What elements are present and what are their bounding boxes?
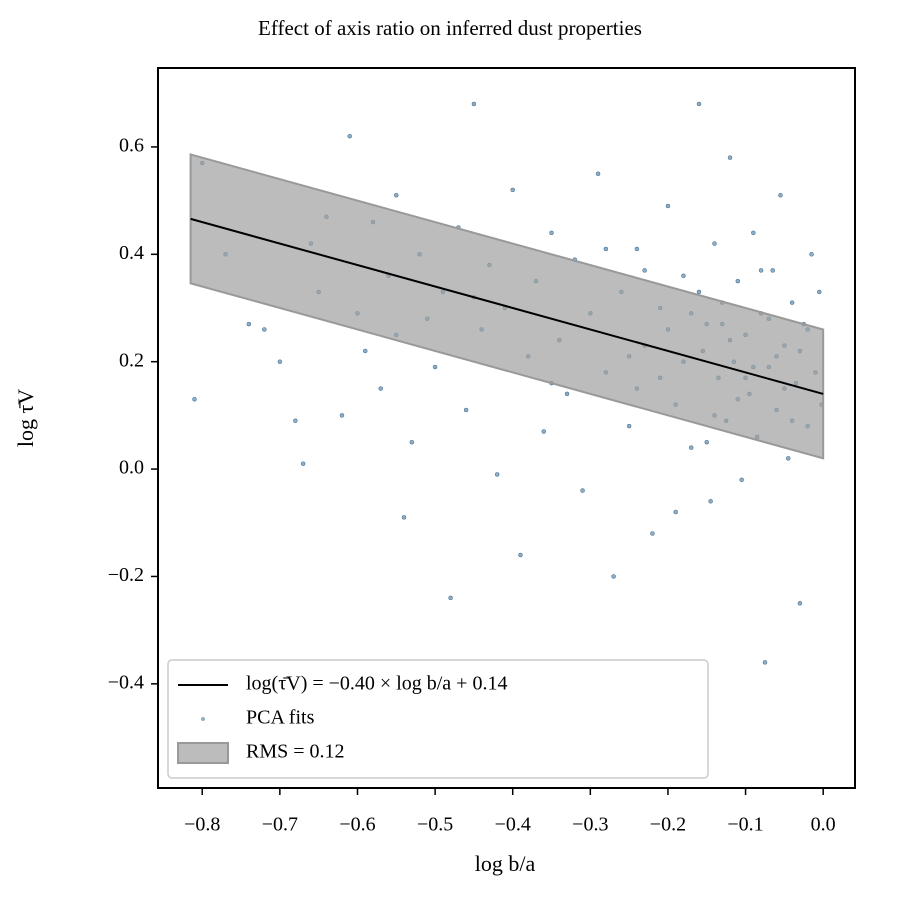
point xyxy=(595,171,601,176)
y-tick-label: −0.4 xyxy=(108,671,144,693)
point xyxy=(394,193,399,198)
x-tick-label: −0.7 xyxy=(262,814,298,836)
point xyxy=(708,499,713,504)
x-tick-label: −0.2 xyxy=(650,814,686,836)
legend-band xyxy=(177,742,229,764)
point xyxy=(770,268,775,273)
legend-label: log(τ̄V) = −0.40 × log b/a + 0.14 xyxy=(246,673,507,695)
y-tick-label: 0.6 xyxy=(119,135,144,157)
point xyxy=(246,321,252,327)
point xyxy=(293,418,298,423)
point xyxy=(762,660,768,665)
point xyxy=(681,273,686,278)
point xyxy=(510,187,515,193)
chart-title: Effect of axis ratio on inferred dust pr… xyxy=(258,16,642,40)
x-tick-label: −0.8 xyxy=(184,814,220,836)
point xyxy=(471,101,477,107)
legend-box xyxy=(167,659,709,779)
point xyxy=(300,461,306,466)
x-tick-label: 0.0 xyxy=(811,814,836,836)
point xyxy=(817,289,822,295)
point xyxy=(192,397,197,402)
point xyxy=(673,509,678,515)
point xyxy=(518,552,523,558)
point xyxy=(712,241,717,246)
axes-frame xyxy=(157,67,856,789)
point xyxy=(758,268,764,273)
y-tick-label: 0.0 xyxy=(119,457,144,479)
point xyxy=(696,101,702,107)
point xyxy=(262,327,267,332)
point xyxy=(778,193,783,198)
point xyxy=(564,391,570,397)
point xyxy=(448,595,453,601)
x-tick-label: −0.1 xyxy=(727,814,763,836)
legend-label: RMS = 0.12 xyxy=(246,741,345,763)
point xyxy=(642,268,647,273)
y-tick-label: 0.2 xyxy=(119,349,144,371)
point xyxy=(401,515,407,520)
point xyxy=(409,440,415,445)
point xyxy=(347,133,352,139)
point xyxy=(689,445,694,450)
point xyxy=(751,230,756,236)
x-axis-label: log b/a xyxy=(475,851,536,876)
point xyxy=(789,300,795,305)
point xyxy=(739,477,744,483)
point xyxy=(797,601,803,606)
x-tick-label: −0.5 xyxy=(417,814,453,836)
fit-line xyxy=(190,217,824,395)
point xyxy=(786,456,791,461)
point xyxy=(650,531,655,536)
point xyxy=(378,386,383,391)
y-axis-label: log τ̄V xyxy=(13,389,38,447)
point xyxy=(611,574,616,579)
y-tick-label: −0.2 xyxy=(108,564,144,586)
point xyxy=(549,230,554,236)
point xyxy=(339,413,345,418)
y-tick-label: 0.4 xyxy=(119,242,144,264)
point xyxy=(665,203,671,209)
x-tick-label: −0.4 xyxy=(495,814,531,836)
point xyxy=(363,348,368,354)
point xyxy=(634,246,640,252)
point xyxy=(603,246,609,252)
legend-point xyxy=(201,717,205,721)
x-tick-label: −0.6 xyxy=(339,814,375,836)
point xyxy=(277,359,283,364)
point xyxy=(735,278,740,284)
x-tick-label: −0.3 xyxy=(572,814,608,836)
point xyxy=(809,252,814,257)
point xyxy=(704,440,709,445)
point xyxy=(626,423,632,429)
point xyxy=(432,364,438,370)
point xyxy=(541,429,546,434)
point xyxy=(696,289,702,295)
point xyxy=(494,472,500,477)
point xyxy=(727,155,733,160)
point xyxy=(580,488,585,493)
legend-label: PCA fits xyxy=(246,707,315,729)
point xyxy=(463,407,469,413)
